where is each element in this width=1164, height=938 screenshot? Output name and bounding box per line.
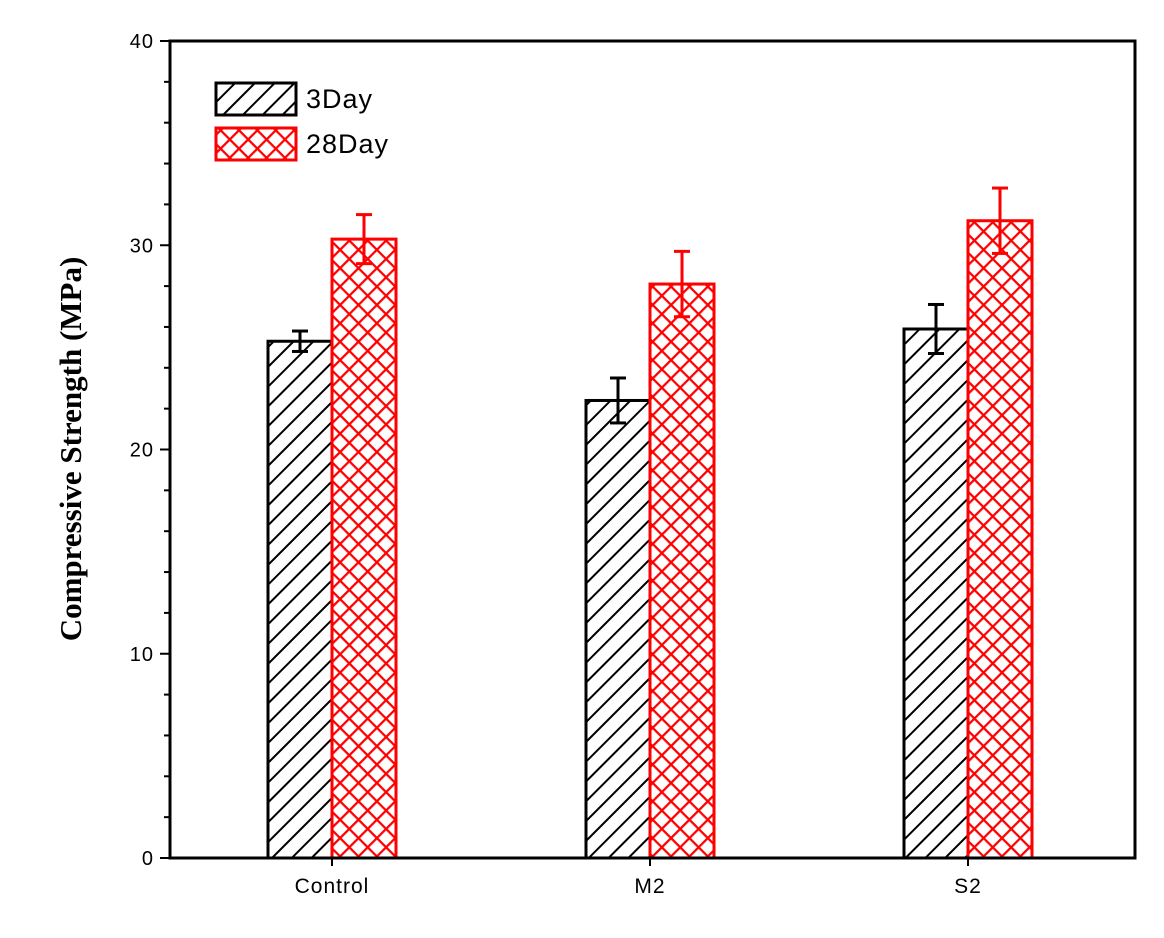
- y-axis-title: Compressive Strength (MPa): [53, 257, 88, 642]
- bar-control-3day: [266, 339, 334, 860]
- x-tick-label-control: Control: [295, 875, 370, 898]
- x-tick-label-s2: S2: [954, 875, 982, 898]
- legend-item-28day: 28Day: [214, 126, 389, 162]
- bar-s2-28day: [966, 219, 1034, 860]
- error-bar-control-3day: [292, 329, 308, 353]
- legend-label-28day: 28Day: [306, 129, 389, 159]
- axes: Control M2 S2 0 10 20 30 40: [130, 31, 1137, 898]
- legend: 3Day 28Day: [214, 81, 389, 162]
- legend-swatch-3day: [214, 81, 298, 117]
- y-tick-label-40: 40: [130, 31, 154, 53]
- y-tick-label-30: 30: [130, 235, 154, 257]
- error-bar-s2-28day: [992, 186, 1008, 255]
- error-bar-control-28day: [356, 213, 372, 266]
- bar-control-28day: [330, 237, 398, 860]
- error-bar-m2-28day: [674, 249, 690, 319]
- legend-swatch-28day: [214, 126, 298, 162]
- bar-m2-28day: [648, 282, 716, 860]
- error-bar-s2-3day: [928, 302, 944, 356]
- y-tick-label-10: 10: [130, 644, 154, 666]
- x-tick-label-m2: M2: [634, 875, 665, 898]
- plot-area: [266, 186, 1034, 860]
- bar-m2-3day: [584, 398, 652, 860]
- y-tick-label-0: 0: [142, 848, 154, 870]
- legend-label-3day: 3Day: [306, 84, 373, 114]
- legend-item-3day: 3Day: [214, 81, 373, 117]
- y-tick-label-20: 20: [130, 440, 154, 462]
- error-bar-m2-3day: [610, 376, 626, 425]
- bar-s2-3day: [902, 327, 970, 860]
